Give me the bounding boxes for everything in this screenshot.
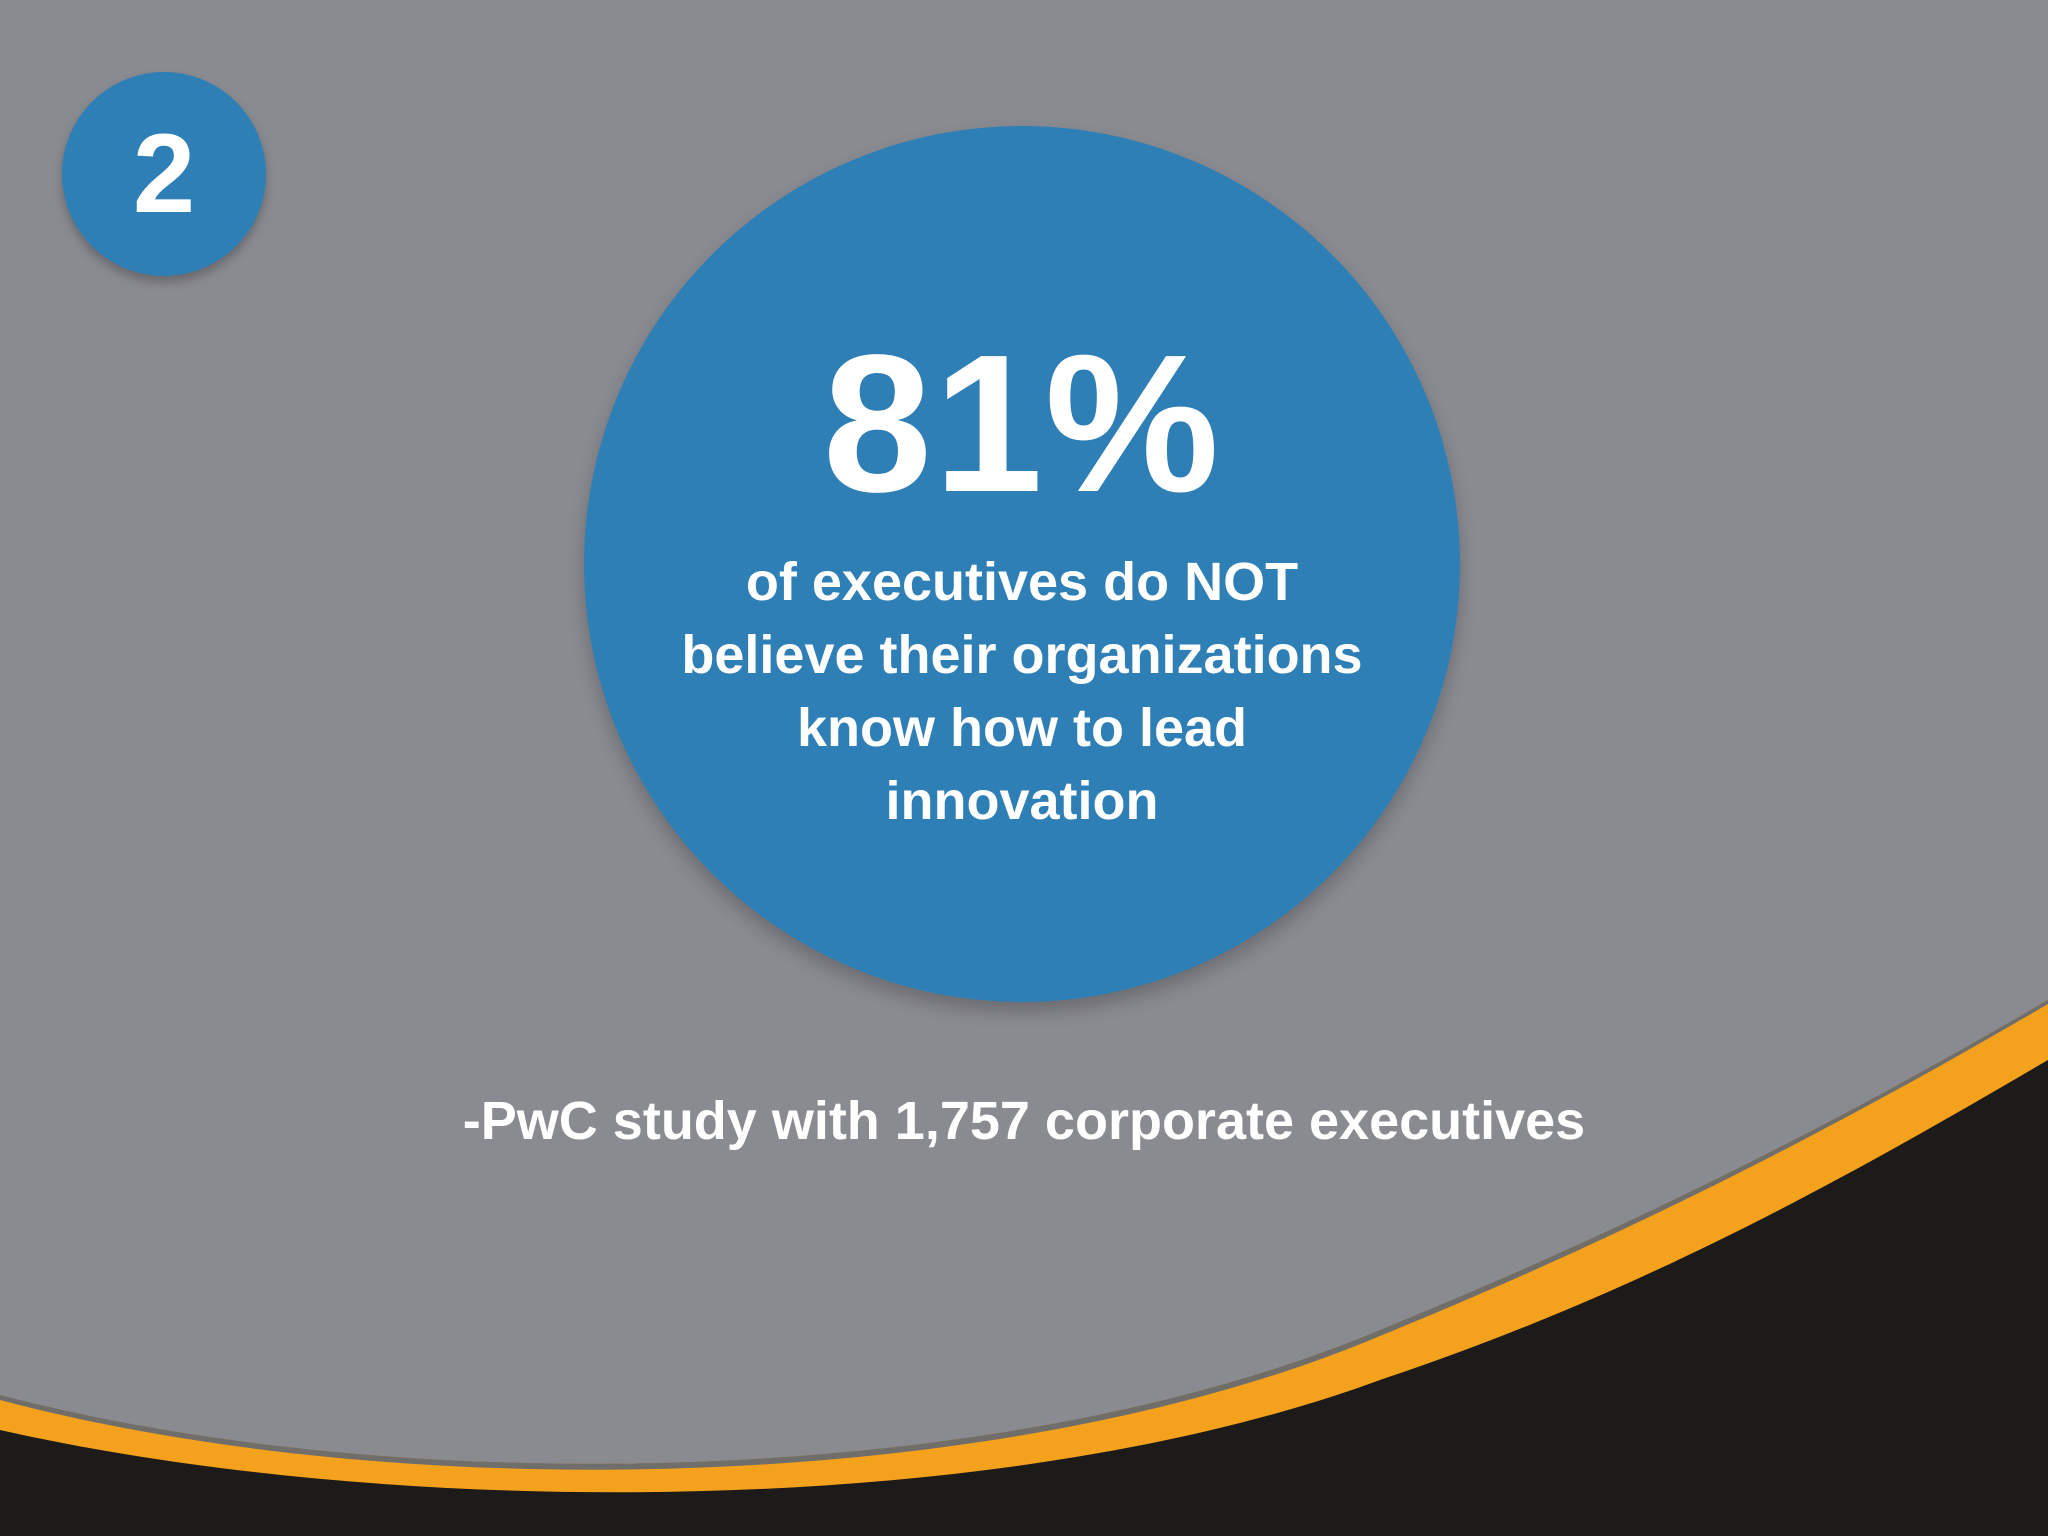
slide-number-badge: 2 <box>62 72 266 276</box>
source-citation: -PwC study with 1,757 corporate executiv… <box>462 1091 1586 1151</box>
swoosh-orange-band <box>0 1000 2048 1493</box>
stat-value: 81% <box>822 314 1222 533</box>
stat-circle: 81% of executives do NOT believe their o… <box>584 126 1460 1002</box>
slide-number: 2 <box>132 111 196 236</box>
stat-description: of executives do NOT believe their organ… <box>681 552 1363 831</box>
swoosh-dark-band <box>0 1000 2048 1536</box>
